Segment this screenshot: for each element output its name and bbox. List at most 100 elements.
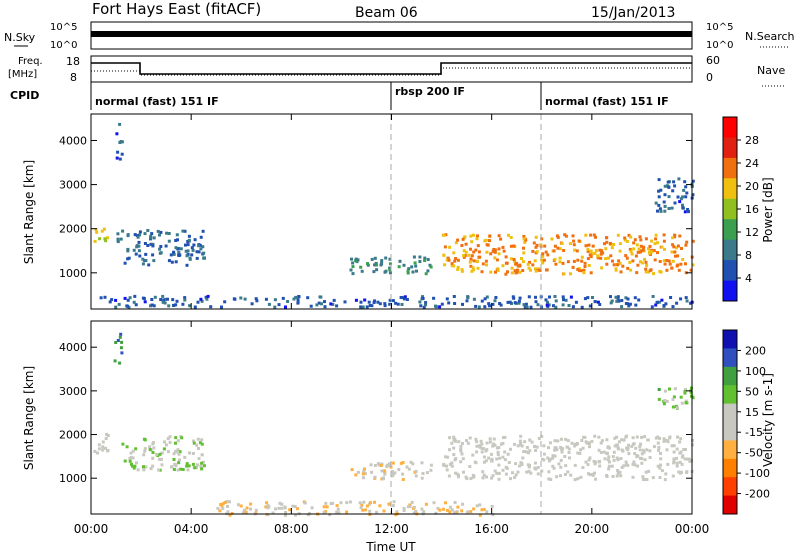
data-cell-1-4-24 xyxy=(438,508,442,512)
data-cell-1-2-8 xyxy=(401,461,405,464)
data-cell-0-1-63 xyxy=(201,229,205,233)
data-cell-0-3-166 xyxy=(635,243,639,247)
data-cell-1-1-72 xyxy=(170,465,174,469)
data-cell-0-3-132 xyxy=(509,257,513,261)
data-cell-0-3-236 xyxy=(671,259,675,263)
data-cell-0-1-6 xyxy=(190,253,194,257)
data-cell-1-4-127 xyxy=(375,510,379,514)
data-cell-1-3-288 xyxy=(678,440,682,444)
data-cell-0-1-11 xyxy=(138,233,142,237)
data-cell-1-3-146 xyxy=(480,442,484,446)
data-cell-1-3-194 xyxy=(551,464,555,468)
data-cell-1-0-4 xyxy=(101,445,105,449)
data-cell-0-4-126 xyxy=(628,302,632,306)
data-cell-1-3-312 xyxy=(615,474,619,478)
data-cell-1-3-6 xyxy=(624,460,628,464)
data-cell-1-1-85 xyxy=(195,443,199,447)
data-cell-1-3-25 xyxy=(672,444,676,448)
data-cell-0-5-37 xyxy=(691,179,695,183)
data-cell-1-4-97 xyxy=(466,510,470,514)
data-cell-1-4-72 xyxy=(225,500,229,504)
data-cell-0-1-22 xyxy=(185,263,189,267)
data-cell-1-1-7 xyxy=(191,462,195,466)
data-cell-1-1-53 xyxy=(149,467,153,471)
data-cell-0-4-137 xyxy=(452,295,456,298)
data-cell-1-2-43 xyxy=(361,476,365,480)
data-cell-0-3-63 xyxy=(564,234,568,238)
data-cell-1-3-196 xyxy=(626,446,630,450)
data-cell-1-4-100 xyxy=(284,513,287,517)
data-cell-1-3-150 xyxy=(484,459,488,463)
data-cell-1-4-51 xyxy=(295,507,299,511)
data-cell-1-3-0 xyxy=(632,460,636,464)
data-cell-1-1-37 xyxy=(143,449,147,453)
data-cell-1-1-44 xyxy=(155,452,159,456)
data-cell-0-4-139 xyxy=(296,298,300,302)
data-cell-0-4-134 xyxy=(588,304,592,308)
data-cell-0-2-50 xyxy=(429,265,433,269)
data-cell-0-3-232 xyxy=(546,253,550,257)
data-cell-0-3-333 xyxy=(550,237,554,241)
data-cell-0-4-124 xyxy=(296,301,300,305)
ytick-label: 1000 xyxy=(59,267,87,280)
data-cell-1-3-113 xyxy=(611,455,615,459)
data-cell-1-5-21 xyxy=(683,390,687,393)
data-cell-1-3-114 xyxy=(648,456,652,459)
data-cell-0-2-16 xyxy=(413,261,417,265)
data-cell-0-4-122 xyxy=(199,297,203,301)
data-cell-0-3-336 xyxy=(522,237,526,241)
data-cell-0-3-308 xyxy=(569,272,572,276)
data-cell-0-3-72 xyxy=(509,244,513,248)
data-cell-0-5-19 xyxy=(659,209,663,213)
data-cell-0-4-90 xyxy=(634,303,638,307)
data-cell-0-4-228 xyxy=(518,296,522,300)
data-cell-1-2-1 xyxy=(401,472,405,476)
data-cell-0-3-220 xyxy=(591,244,595,248)
data-cell-0-3-259 xyxy=(476,234,479,238)
data-cell-1-5-6 xyxy=(671,397,675,401)
data-cell-1-3-241 xyxy=(507,461,511,464)
colorbar-tick-label: -50 xyxy=(745,447,763,460)
data-cell-0-3-125 xyxy=(460,268,464,272)
data-cell-1-3-141 xyxy=(495,446,499,450)
data-cell-0-1-86 xyxy=(126,249,130,253)
data-cell-0-4-78 xyxy=(434,305,438,309)
data-cell-1-3-201 xyxy=(471,473,475,477)
data-cell-1-3-246 xyxy=(643,435,647,439)
data-cell-1-3-390 xyxy=(564,437,568,441)
data-cell-1-3-234 xyxy=(685,470,688,474)
data-cell-0-3-164 xyxy=(571,265,575,269)
data-cell-0-4-40 xyxy=(396,302,400,306)
data-cell-1-2-5 xyxy=(382,469,386,473)
data-cell-1-3-73 xyxy=(485,441,489,445)
cpid-segment-2: rbsp 200 IF xyxy=(395,85,465,98)
data-cell-0-3-29 xyxy=(662,259,666,263)
data-cell-0-3-126 xyxy=(654,233,658,237)
data-cell-1-4-84 xyxy=(482,507,486,511)
data-cell-0-2-6 xyxy=(407,267,411,271)
data-cell-0-0-7 xyxy=(98,237,102,241)
data-cell-0-3-46 xyxy=(522,246,525,250)
data-cell-1-3-81 xyxy=(525,470,529,474)
data-cell-0-4-38 xyxy=(669,296,673,299)
data-cell-0-3-345 xyxy=(475,259,479,263)
data-cell-0-4-161 xyxy=(517,299,521,303)
colorbar-tick-label: -200 xyxy=(745,488,770,501)
data-cell-1-0-2 xyxy=(101,440,105,444)
data-cell-1-3-122 xyxy=(462,470,465,474)
data-cell-1-3-289 xyxy=(535,445,539,449)
data-cell-1-4-122 xyxy=(337,511,341,515)
data-cell-0-3-160 xyxy=(460,269,464,273)
data-cell-0-3-103 xyxy=(504,255,508,259)
data-cell-0-2-17 xyxy=(373,256,377,260)
data-cell-0-4-202 xyxy=(394,301,398,305)
data-cell-0-5-35 xyxy=(691,193,695,197)
data-cell-0-3-231 xyxy=(646,270,650,274)
data-cell-1-3-385 xyxy=(459,444,463,448)
data-cell-0-4-204 xyxy=(662,304,666,307)
data-cell-0-4-212 xyxy=(220,305,223,309)
data-cell-0-3-234 xyxy=(630,252,634,256)
data-cell-0-3-56 xyxy=(495,258,499,262)
data-cell-0-3-13 xyxy=(627,233,631,237)
data-cell-0-3-225 xyxy=(642,245,646,249)
